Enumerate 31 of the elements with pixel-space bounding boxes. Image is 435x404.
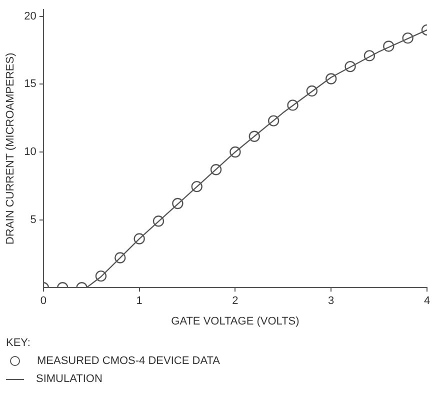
point [152, 216, 164, 227]
point [95, 270, 107, 282]
point [134, 233, 145, 244]
point [191, 180, 202, 192]
x-tick-label: 3 [328, 295, 334, 308]
y-tick-label: 10 [24, 146, 36, 158]
x-tick-label: 2 [232, 295, 238, 308]
legend-label: MEASURED CMOS-4 DEVICE DATA [37, 354, 220, 369]
point [306, 85, 318, 97]
point [287, 100, 298, 111]
point [210, 164, 222, 176]
point [383, 40, 394, 52]
point [344, 60, 356, 72]
point [402, 32, 414, 44]
point [268, 115, 280, 126]
y-axis-title: DRAIN CURRENT (MICROAMPERES) [4, 52, 17, 244]
x-tick-label: 4 [424, 295, 430, 308]
legend-label: SIMULATION [36, 372, 102, 387]
point [230, 146, 241, 158]
point [364, 50, 376, 62]
x-tick-label: 1 [136, 295, 142, 308]
point [114, 252, 126, 264]
point [172, 198, 184, 210]
y-tick-label: 20 [24, 10, 36, 22]
point [326, 73, 337, 84]
x-tick-label: 0 [40, 295, 46, 308]
y-tick-label: 5 [30, 214, 36, 226]
x-axis-title: GATE VOLTAGE (VOLTS) [171, 315, 300, 328]
legend-title: KEY: [6, 336, 32, 351]
point [248, 130, 260, 142]
y-tick-label: 15 [24, 78, 36, 90]
